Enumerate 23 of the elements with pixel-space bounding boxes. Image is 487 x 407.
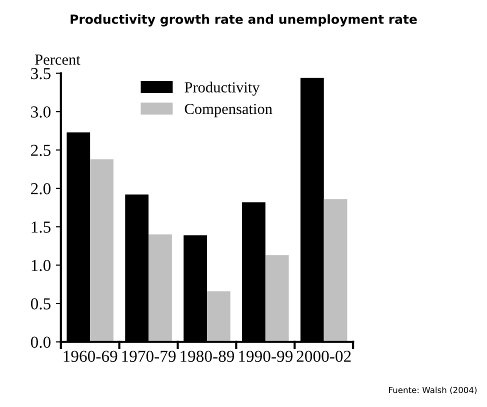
- y-tick-label: 3.5: [31, 68, 50, 80]
- bar: [265, 255, 289, 342]
- y-axis-title: Percent: [35, 54, 80, 65]
- x-tick-label: 1980-89: [180, 350, 234, 362]
- source-note: Fuente: Walsh (2004): [389, 386, 477, 394]
- legend-label: Productivity: [184, 82, 260, 96]
- chart-title: Productivity growth rate and unemployment rate: [70, 14, 417, 26]
- bar: [324, 199, 348, 342]
- x-tick-label: 1960-69: [64, 350, 118, 362]
- y-tick-label: 1.5: [32, 222, 50, 233]
- x-tick-label: 1990-99: [239, 350, 293, 362]
- y-tick-label: 0.0: [30, 336, 51, 348]
- legend-label: Compensation: [184, 104, 272, 118]
- bar: [206, 291, 230, 342]
- bar: [90, 159, 114, 342]
- x-tick-label: 2000-02: [296, 350, 351, 362]
- y-tick-label: 1.0: [32, 260, 51, 272]
- y-tick-label: 0.5: [30, 298, 50, 310]
- bar: [148, 234, 172, 342]
- y-tick-label: 3.0: [31, 106, 51, 118]
- y-tick-label: 2.5: [31, 144, 50, 156]
- x-tick-label: 1970-79: [122, 350, 176, 362]
- y-tick-label: 2.0: [31, 183, 51, 194]
